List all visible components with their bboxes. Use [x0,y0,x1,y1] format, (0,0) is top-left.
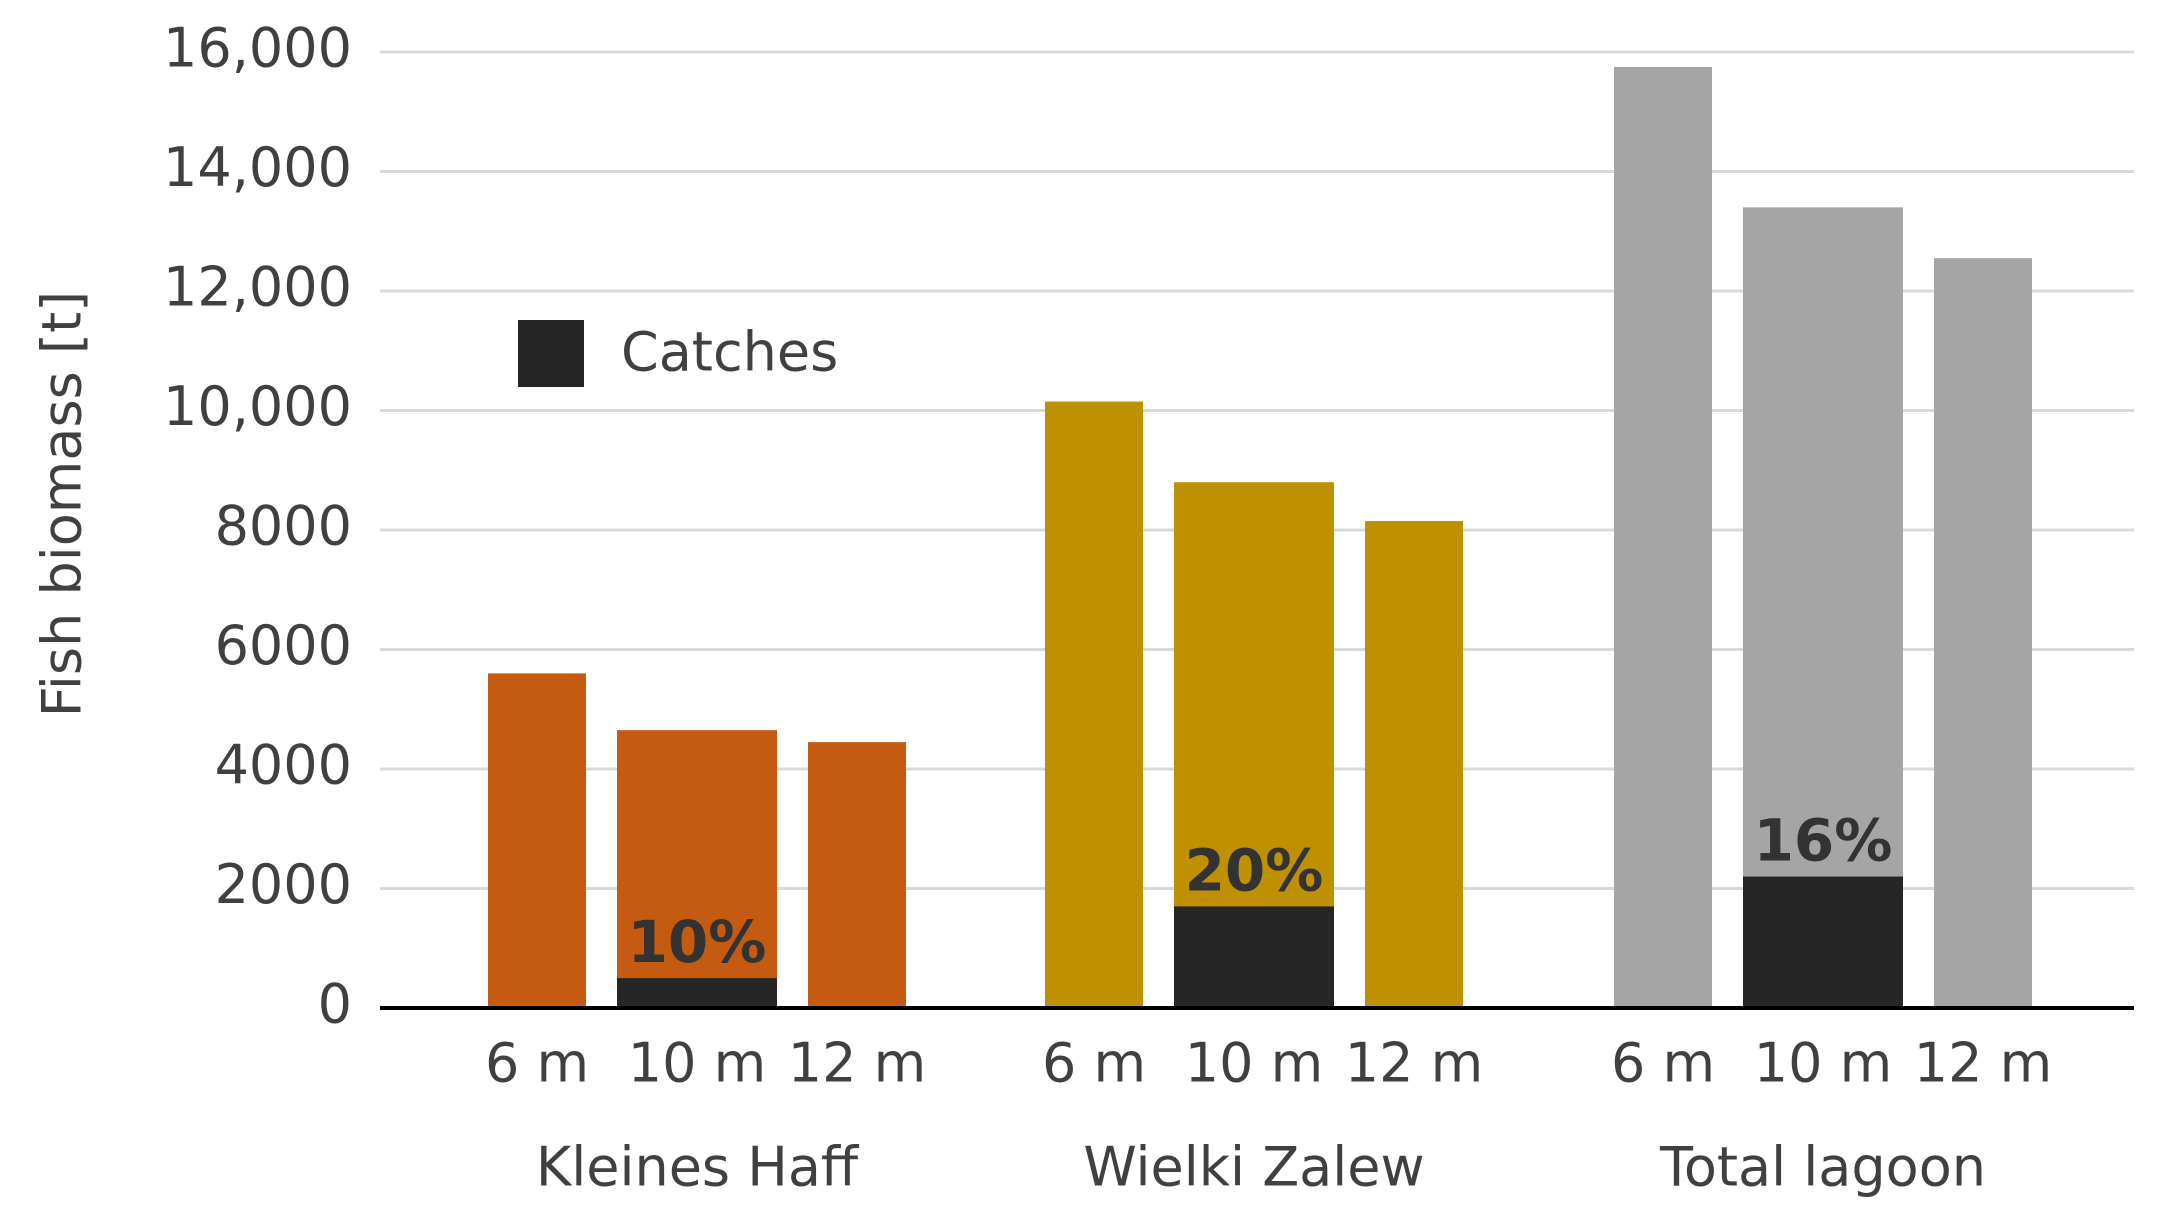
catch-label: 20% [1185,837,1324,905]
bar [617,978,777,1008]
group-label: Total lagoon [1659,1136,1986,1199]
bar [1174,906,1334,1008]
x-tick-label: 6 m [485,1032,589,1095]
bar [1614,66,1712,1008]
y-tick-label: 4000 [215,734,352,797]
x-tick-label: 6 m [1611,1032,1715,1095]
catch-label: 10% [628,908,767,976]
y-tick-label: 2000 [215,853,352,916]
bar [1743,876,1903,1008]
bar [1934,258,2032,1008]
y-tick-label: 8000 [215,495,352,558]
y-tick-label: 14,000 [163,136,352,199]
bar [1743,207,1903,1009]
bar [808,742,906,1008]
bar [488,673,586,1008]
x-tick-label: 10 m [1754,1032,1892,1095]
bar [1045,401,1143,1009]
x-tick-label: 12 m [1914,1032,2052,1095]
y-axis-title: Fish biomass [t] [31,291,94,717]
x-tick-label: 12 m [1345,1032,1483,1095]
x-tick-label: 6 m [1042,1032,1146,1095]
x-tick-label: 12 m [788,1032,926,1095]
group-label: Kleines Haff [536,1136,860,1199]
y-tick-label: 10,000 [163,375,352,438]
legend-swatch [518,320,584,387]
catch-label: 16% [1754,807,1893,875]
x-tick-label: 10 m [628,1032,766,1095]
y-tick-label: 6000 [215,614,352,677]
x-tick-label: 10 m [1185,1032,1323,1095]
y-tick-label: 16,000 [163,17,352,80]
y-tick-label: 12,000 [163,256,352,319]
bar [617,730,777,1008]
group-label: Wielki Zalew [1083,1136,1424,1199]
legend-label: Catches [621,321,838,384]
bar [1365,521,1463,1008]
y-tick-label: 0 [318,973,352,1036]
